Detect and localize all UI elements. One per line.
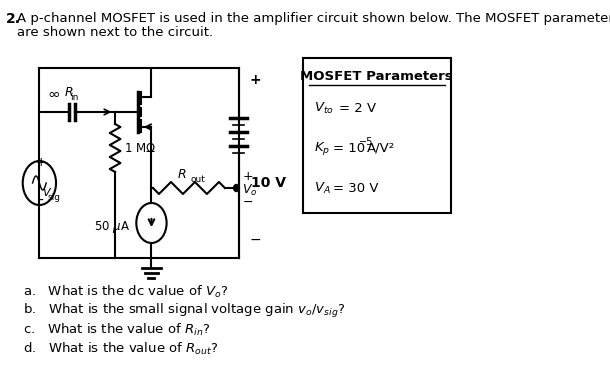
Text: MOSFET Parameters: MOSFET Parameters — [300, 69, 453, 83]
Text: 10 V: 10 V — [251, 176, 285, 190]
Text: $V_o$: $V_o$ — [242, 182, 258, 197]
Text: $V_{to}$: $V_{to}$ — [314, 100, 334, 115]
Text: $K_p$: $K_p$ — [314, 139, 331, 156]
Text: $\infty$: $\infty$ — [46, 86, 60, 100]
Text: +: + — [35, 156, 46, 169]
Text: b.   What is the small signal voltage gain $v_o$/$v_{sig}$?: b. What is the small signal voltage gain… — [23, 302, 345, 320]
Text: -: - — [38, 194, 43, 208]
Text: in: in — [70, 93, 78, 101]
Text: A/V²: A/V² — [367, 141, 395, 155]
Text: d.   What is the value of $R_{out}$?: d. What is the value of $R_{out}$? — [23, 341, 218, 357]
Text: −: − — [242, 196, 253, 208]
Circle shape — [234, 184, 239, 192]
Text: $V_A$: $V_A$ — [314, 180, 331, 196]
Text: a.   What is the dc value of $V_o$?: a. What is the dc value of $V_o$? — [23, 284, 228, 300]
Text: 50 $\mu$A: 50 $\mu$A — [94, 219, 131, 235]
Text: = 2 V: = 2 V — [339, 101, 376, 114]
Text: sig: sig — [48, 193, 61, 201]
FancyBboxPatch shape — [303, 58, 451, 213]
Text: $R$: $R$ — [63, 86, 73, 99]
Text: −5: −5 — [359, 137, 373, 147]
Text: A p-channel MOSFET is used in the amplifier circuit shown below. The MOSFET para: A p-channel MOSFET is used in the amplif… — [16, 12, 610, 25]
Text: are shown next to the circuit.: are shown next to the circuit. — [16, 26, 213, 39]
Text: out: out — [190, 175, 205, 183]
Text: −: − — [249, 233, 261, 247]
Text: $R$: $R$ — [177, 168, 187, 180]
Text: = 10: = 10 — [333, 141, 365, 155]
Text: +: + — [249, 73, 261, 87]
Text: +: + — [242, 169, 253, 183]
Text: c.   What is the value of $R_{in}$?: c. What is the value of $R_{in}$? — [23, 322, 210, 338]
Text: 2.: 2. — [6, 12, 21, 26]
Text: 1 M$\Omega$: 1 M$\Omega$ — [124, 141, 156, 155]
Text: $V$: $V$ — [43, 186, 52, 198]
Text: = 30 V: = 30 V — [333, 182, 379, 194]
